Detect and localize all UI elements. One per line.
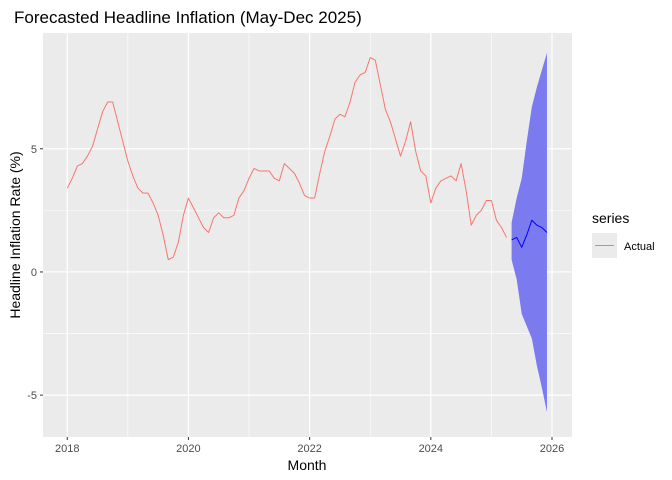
forecast-band xyxy=(511,52,547,413)
x-tick-label: 2024 xyxy=(419,443,443,455)
x-axis-title: Month xyxy=(288,457,327,473)
forecast-band-layer xyxy=(511,52,547,413)
plot-panel xyxy=(43,33,572,437)
legend: series Actual xyxy=(592,210,655,258)
y-axis-title: Headline Inflation Rate (%) xyxy=(7,151,23,318)
x-tick-label: 2022 xyxy=(297,443,321,455)
y-axis: -5 0 5 xyxy=(27,144,43,402)
grid-minor xyxy=(43,33,572,437)
grid-major xyxy=(43,33,572,437)
chart-title: Forecasted Headline Inflation (May-Dec 2… xyxy=(14,8,362,27)
x-tick-label: 2020 xyxy=(176,443,200,455)
panel-background xyxy=(43,33,572,437)
x-tick-label: 2026 xyxy=(540,443,564,455)
x-axis: 2018 2020 2022 2024 2026 xyxy=(55,437,564,455)
legend-label-actual: Actual xyxy=(624,241,655,253)
legend-title: series xyxy=(592,210,629,226)
series-line-forecast xyxy=(511,219,548,248)
y-tick-label: 5 xyxy=(31,144,37,156)
series-line-actual xyxy=(66,57,508,261)
y-tick-label: 0 xyxy=(31,267,37,279)
series-line-layer xyxy=(66,57,548,261)
x-tick-label: 2018 xyxy=(55,443,79,455)
y-tick-label: -5 xyxy=(27,390,37,402)
